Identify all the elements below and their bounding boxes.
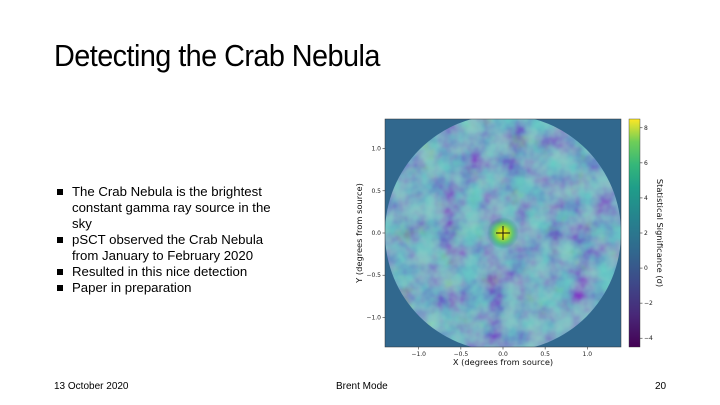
bullet-item: Resulted in this nice detection	[56, 264, 286, 280]
colorbar-tick-label: 8	[644, 125, 648, 132]
x-tick-label: 0.5	[540, 351, 550, 358]
bullet-item: The Crab Nebula is the brightest constan…	[56, 184, 286, 232]
slide-title: Detecting the Crab Nebula	[54, 38, 380, 73]
y-tick-label: 0.5	[371, 188, 381, 195]
footer-date: 13 October 2020	[54, 381, 129, 392]
x-axis-label: X (degrees from source)	[453, 357, 553, 367]
colorbar-tick-label: 2	[644, 230, 648, 237]
footer-author: Brent Mode	[336, 381, 388, 392]
colorbar-tick-label: 0	[644, 265, 648, 272]
x-tick-label: −1.0	[411, 351, 426, 358]
colorbar-gradient	[629, 119, 640, 347]
x-tick-label: −0.5	[454, 351, 469, 358]
colorbar-tick-label: −4	[644, 335, 653, 342]
heatmap-field	[385, 119, 621, 347]
bullet-list: The Crab Nebula is the brightest constan…	[56, 184, 286, 296]
x-tick-label: 0.0	[498, 351, 508, 358]
significance-map-figure: −1.0 −0.5 0.0 0.5 1.0 1.0 0.5 0.0 −0.5 −1.0 X (deg…	[350, 110, 680, 370]
y-tick-label: −1.0	[366, 314, 381, 321]
colorbar: 8 6 4 2 0 −2 −4 Statistical Significance (σ)	[628, 118, 665, 348]
page-number: 20	[655, 381, 667, 392]
colorbar-tick-label: −2	[644, 300, 653, 307]
significance-map-svg: −1.0 −0.5 0.0 0.5 1.0 1.0 0.5 0.0 −0.5 −1.0 X (deg…	[354, 118, 665, 367]
bullet-item: pSCT observed the Crab Nebula from Janua…	[56, 232, 286, 264]
heatmap-plot-area	[385, 119, 621, 347]
colorbar-tick-label: 6	[644, 160, 648, 167]
bullet-item: Paper in preparation	[56, 280, 286, 296]
colorbar-label: Statistical Significance (σ)	[655, 179, 665, 287]
y-tick-label: 1.0	[371, 146, 381, 153]
y-tick-label: −0.5	[366, 272, 381, 279]
heatmap-axes: −1.0 −0.5 0.0 0.5 1.0 1.0 0.5 0.0 −0.5 −1.0 X (deg…	[354, 118, 622, 367]
x-tick-label: 1.0	[583, 351, 593, 358]
y-axis-label: Y (degrees from source)	[354, 183, 364, 284]
colorbar-tick-label: 4	[644, 195, 648, 202]
y-tick-label: 0.0	[371, 230, 381, 237]
